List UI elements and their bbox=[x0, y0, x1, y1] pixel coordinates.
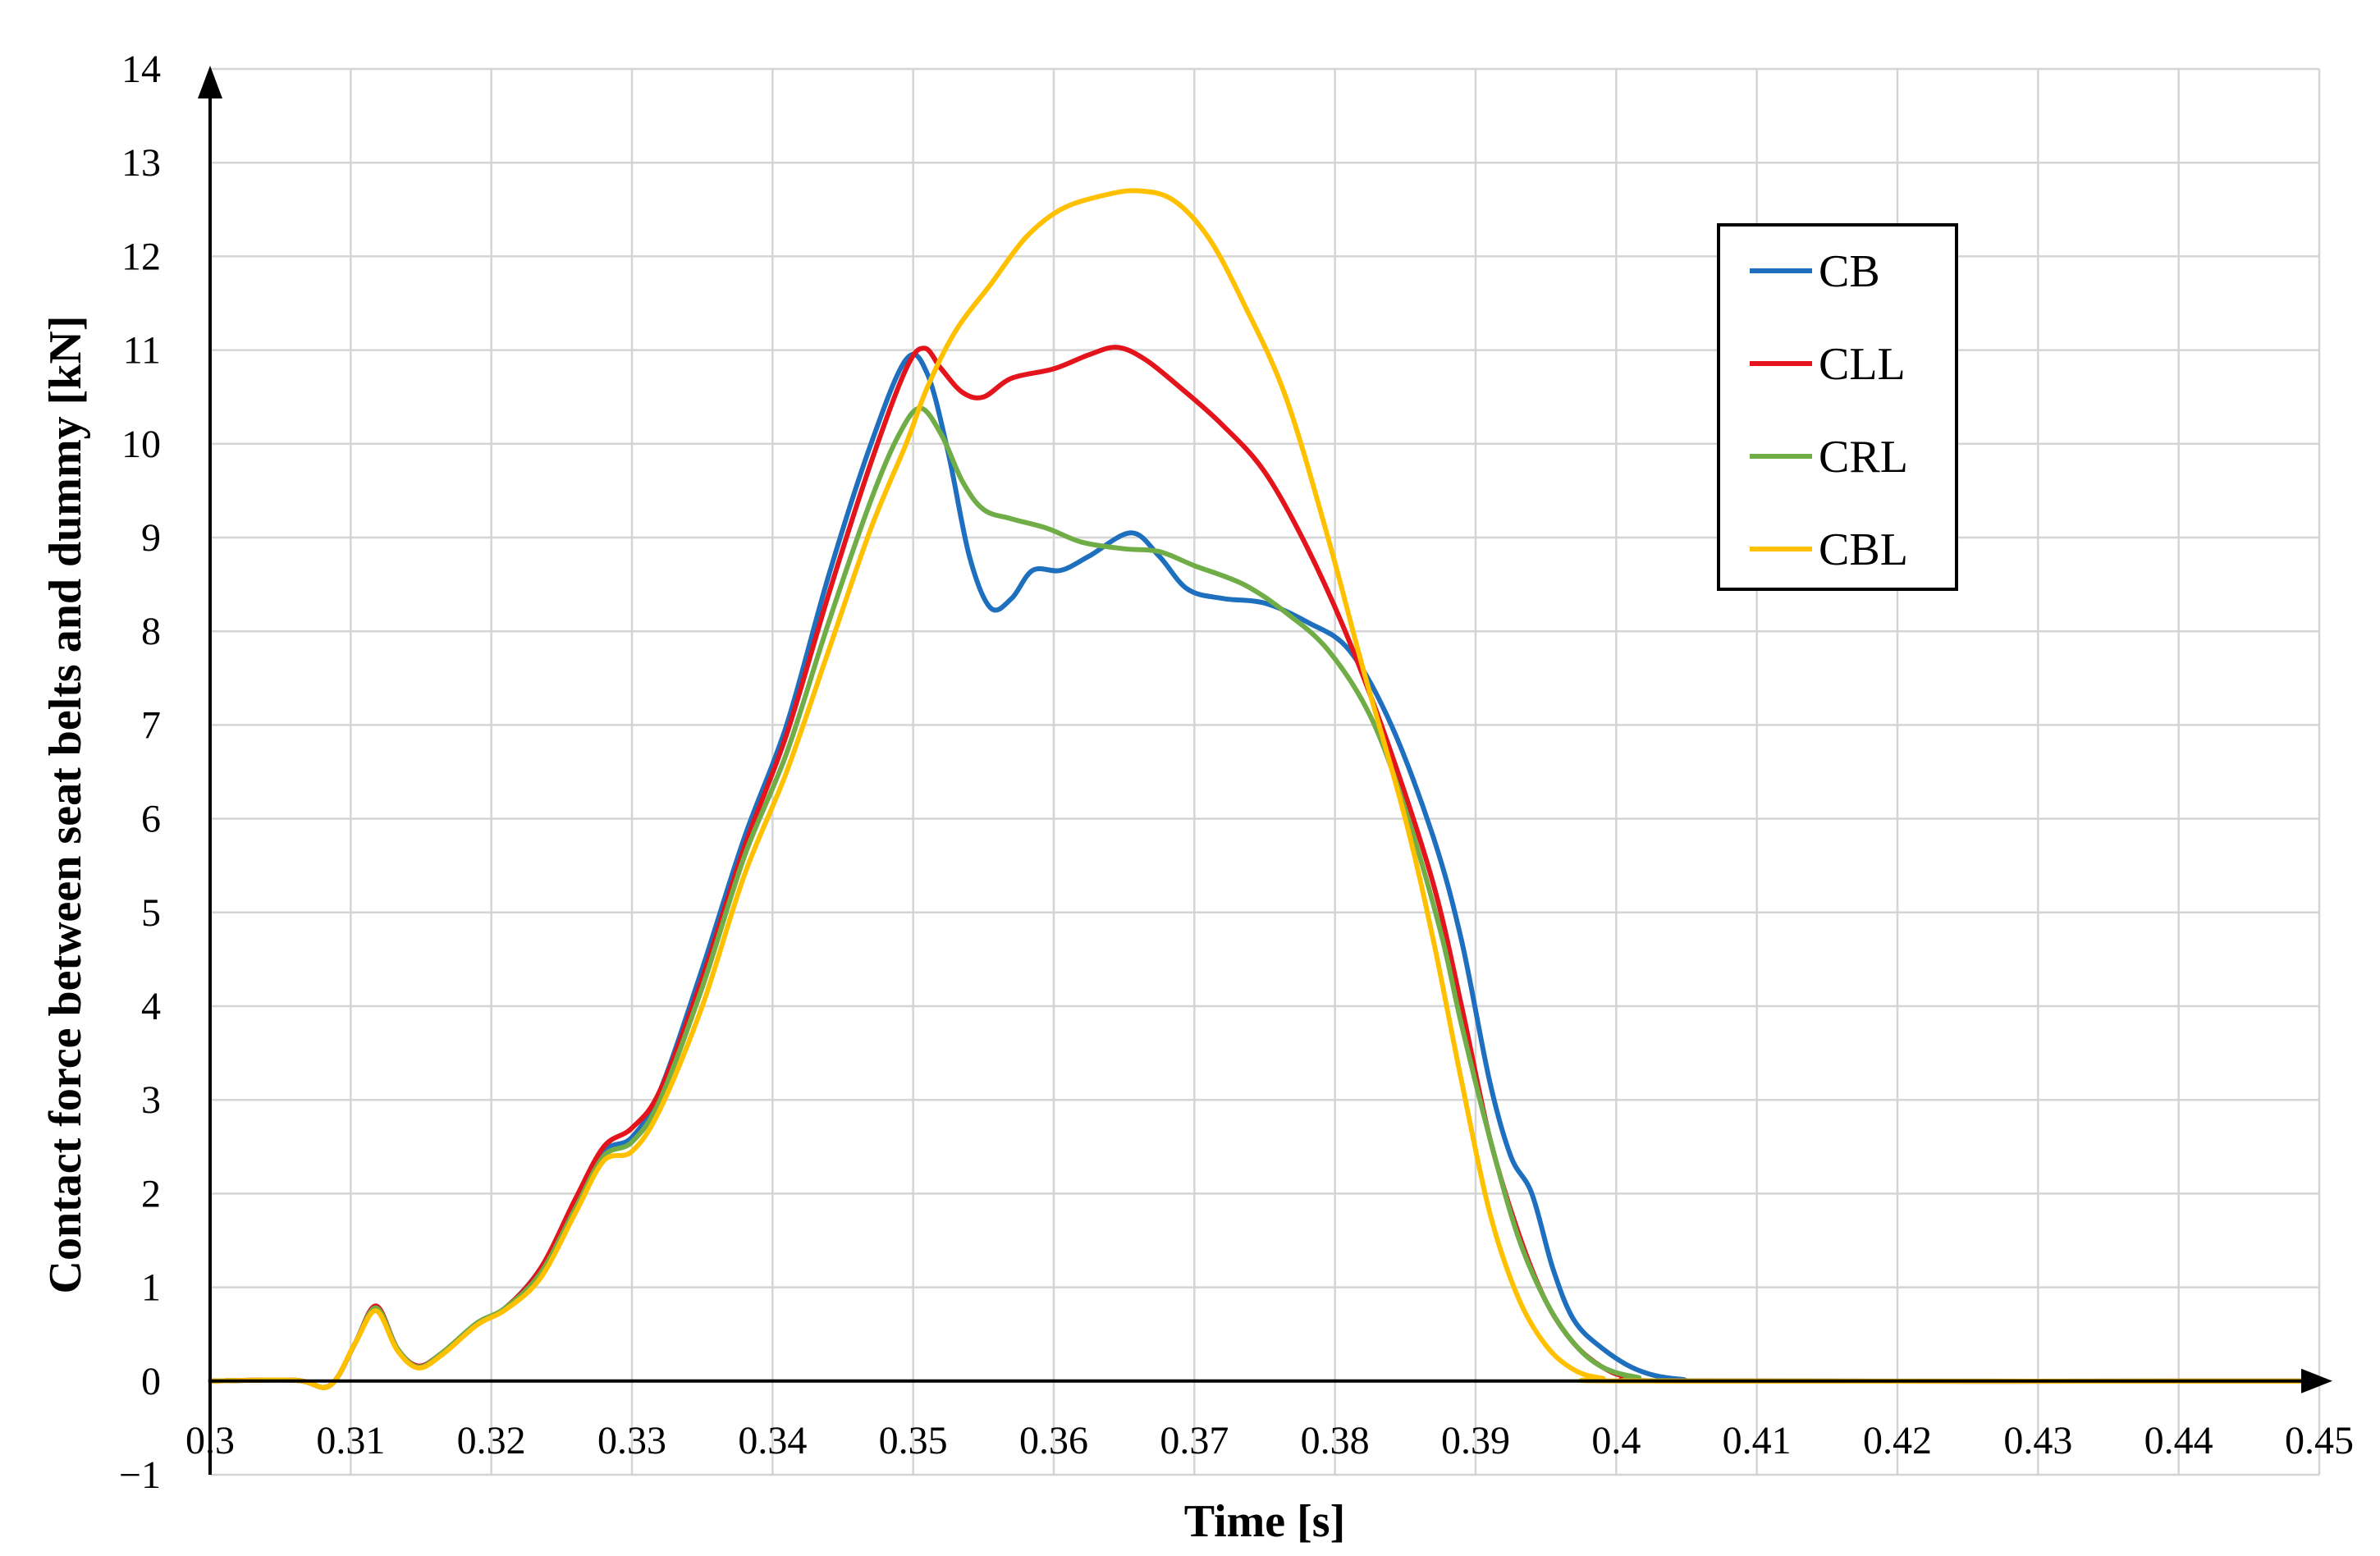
x-tick-label: 0.37 bbox=[1160, 1419, 1229, 1462]
y-tick-label: 13 bbox=[121, 141, 161, 185]
axes bbox=[198, 66, 2332, 1475]
x-tick-label: 0.4 bbox=[1591, 1419, 1641, 1462]
series-lines bbox=[208, 188, 2322, 1390]
x-tick-label: 0.45 bbox=[2285, 1419, 2354, 1462]
y-tick-label: 6 bbox=[141, 798, 161, 841]
y-tick-label: 1 bbox=[141, 1266, 161, 1310]
y-tick-label: 11 bbox=[123, 329, 161, 373]
x-axis-title: Time [s] bbox=[1184, 1496, 1346, 1547]
x-tick-label: 0.43 bbox=[2003, 1419, 2072, 1462]
x-axis-arrowhead bbox=[2301, 1368, 2332, 1394]
y-tick-label: 8 bbox=[141, 610, 161, 653]
x-tick-label: 0.44 bbox=[2144, 1419, 2213, 1462]
x-tick-label: 0.41 bbox=[1723, 1419, 1792, 1462]
legend-label-cll: CLL bbox=[1819, 339, 1906, 390]
x-tick-label: 0.39 bbox=[1441, 1419, 1510, 1462]
y-tick-label: 12 bbox=[121, 235, 161, 278]
y-tick-label: 3 bbox=[141, 1078, 161, 1122]
y-tick-label: 2 bbox=[141, 1172, 161, 1215]
x-tick-labels: 0.3 0.31 0.32 0.33 0.34 0.35 0.36 0.37 0.38 0.39 0… bbox=[185, 1419, 2354, 1462]
x-tick-label: 0.3 bbox=[185, 1419, 235, 1462]
x-tick-label: 0.35 bbox=[879, 1419, 948, 1462]
legend-box bbox=[1717, 223, 1958, 591]
series-line-cbl bbox=[208, 188, 2322, 1390]
y-tick-label: 4 bbox=[141, 985, 161, 1028]
x-tick-label: 0.38 bbox=[1301, 1419, 1370, 1462]
series-line-cll bbox=[208, 345, 2322, 1390]
legend-label-cb: CB bbox=[1819, 246, 1880, 297]
y-tick-label: 5 bbox=[141, 891, 161, 935]
x-tick-label: 0.36 bbox=[1019, 1419, 1088, 1462]
y-axis-title: Contact force between seat belts and dum… bbox=[40, 316, 91, 1294]
y-axis-arrowhead bbox=[198, 66, 222, 98]
x-tick-label: 0.42 bbox=[1863, 1419, 1932, 1462]
grid bbox=[208, 67, 2321, 1476]
legend-label-crl: CRL bbox=[1819, 432, 1908, 483]
y-tick-label: 7 bbox=[141, 703, 161, 747]
series-line-cb bbox=[208, 351, 2322, 1390]
x-tick-label: 0.31 bbox=[316, 1419, 385, 1462]
x-tick-label: 0.32 bbox=[457, 1419, 526, 1462]
y-tick-label: 10 bbox=[121, 423, 161, 466]
y-tick-label: −1 bbox=[119, 1453, 161, 1497]
y-tick-label: 14 bbox=[121, 48, 161, 91]
y-tick-label: 9 bbox=[141, 516, 161, 560]
legend: CB CLL CRL CBL bbox=[1717, 223, 1958, 591]
y-tick-label: 0 bbox=[141, 1360, 161, 1403]
legend-label-cbl: CBL bbox=[1819, 524, 1908, 575]
series-line-crl bbox=[208, 405, 2322, 1390]
x-tick-label: 0.33 bbox=[597, 1419, 666, 1462]
x-tick-label: 0.34 bbox=[738, 1419, 807, 1462]
